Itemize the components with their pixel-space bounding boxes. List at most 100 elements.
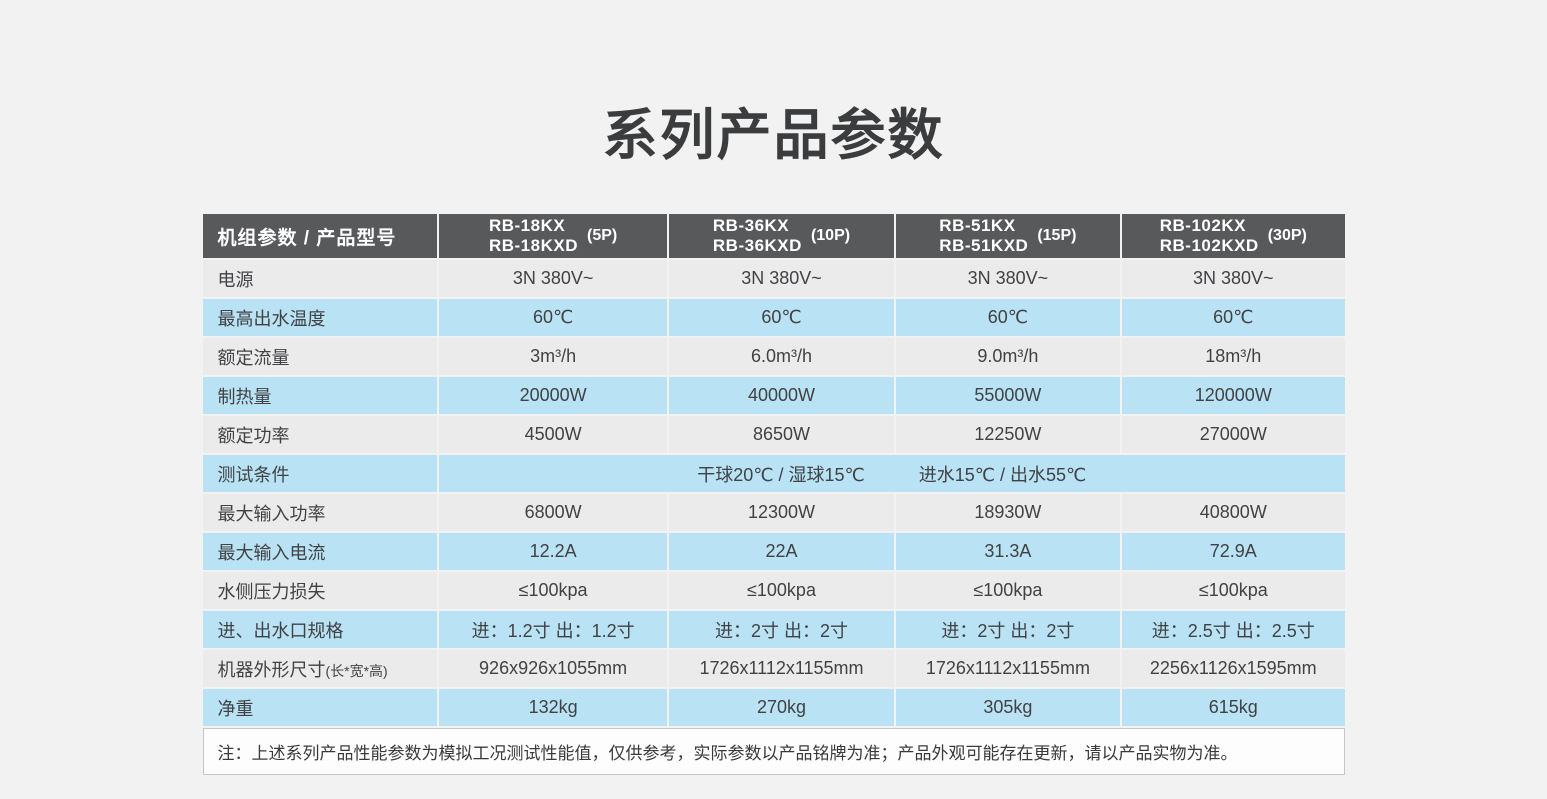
model-name-line2: RB-36KXD: [712, 236, 802, 255]
column-header-rb-36kx: RB-36KX RB-36KXD (10P): [669, 214, 894, 258]
row-dimensions: 机器外形尺寸(长*宽*高) 926x926x1055mm 1726x1112x1…: [202, 650, 1345, 687]
hp-label: (30P): [1267, 227, 1307, 244]
test-condition-air: 干球20℃ / 湿球15℃: [697, 464, 865, 485]
cell-value: 12.2A: [438, 533, 668, 570]
cell-value: 进：2.5寸 出：2.5寸: [1122, 611, 1345, 648]
cell-value: 2256x1126x1595mm: [1122, 650, 1345, 687]
row-power-supply: 电源 3N 380V~ 3N 380V~ 3N 380V~ 3N 380V~: [202, 260, 1345, 297]
row-max-input-power: 最大输入功率 6800W 12300W 18930W 40800W: [202, 494, 1345, 531]
row-label: 额定功率: [202, 416, 437, 453]
cell-value: 60℃: [1122, 299, 1345, 336]
row-label: 最高出水温度: [202, 299, 437, 336]
cell-value: 40000W: [669, 377, 894, 414]
model-name-line2: RB-51KXD: [939, 236, 1029, 255]
cell-value: 1726x1112x1155mm: [895, 650, 1121, 687]
cell-value: 4500W: [438, 416, 668, 453]
cell-value: 1726x1112x1155mm: [669, 650, 894, 687]
cell-value: 22A: [669, 533, 894, 570]
cell-value: 270kg: [669, 689, 894, 726]
cell-value: ≤100kpa: [895, 572, 1121, 609]
model-name-line2: RB-18KXD: [488, 236, 578, 255]
cell-value: 3N 380V~: [1122, 260, 1345, 297]
row-label: 测试条件: [202, 455, 437, 492]
column-header-rb-18kx: RB-18KX RB-18KXD (5P): [438, 214, 668, 258]
corner-header: 机组参数 / 产品型号: [202, 214, 437, 258]
row-label: 最大输入功率: [202, 494, 437, 531]
test-condition-water: 进水15℃ / 出水55℃: [918, 464, 1087, 485]
cell-value: 27000W: [1122, 416, 1345, 453]
row-label: 制热量: [202, 377, 437, 414]
cell-value: ≤100kpa: [438, 572, 668, 609]
cell-value: 12300W: [669, 494, 894, 531]
row-label-suffix: (长*宽*高): [325, 662, 388, 679]
model-name-line2: RB-102KXD: [1159, 236, 1259, 255]
cell-value: 18930W: [895, 494, 1121, 531]
row-label: 水侧压力损失: [202, 572, 437, 609]
row-net-weight: 净重 132kg 270kg 305kg 615kg: [202, 689, 1345, 726]
cell-value: 6800W: [438, 494, 668, 531]
cell-value: 55000W: [895, 377, 1121, 414]
table-header-row: 机组参数 / 产品型号 RB-18KX RB-18KXD (5P): [202, 214, 1345, 258]
cell-value: 12250W: [895, 416, 1121, 453]
content-area: 系列产品参数 机组参数 / 产品型号 RB-18KX RB-18KXD (5P): [201, 0, 1347, 775]
row-test-conditions: 测试条件 干球20℃ / 湿球15℃ 进水15℃ / 出水55℃: [202, 455, 1345, 492]
footnote: 注：上述系列产品性能参数为模拟工况测试性能值，仅供参考，实际参数以产品铭牌为准；…: [202, 728, 1345, 775]
cell-value: 18m³/h: [1122, 338, 1345, 375]
cell-value: 132kg: [438, 689, 668, 726]
cell-value: 20000W: [438, 377, 668, 414]
column-header-rb-102kx: RB-102KX RB-102KXD (30P): [1122, 214, 1345, 258]
cell-value: 60℃: [438, 299, 668, 336]
hp-label: (5P): [587, 227, 618, 244]
cell-value: 305kg: [895, 689, 1121, 726]
row-label: 最大输入电流: [202, 533, 437, 570]
cell-value: 72.9A: [1122, 533, 1345, 570]
row-heating-capacity: 制热量 20000W 40000W 55000W 120000W: [202, 377, 1345, 414]
hp-label: (10P): [810, 227, 851, 244]
cell-value: 31.3A: [895, 533, 1121, 570]
model-names: RB-36KX RB-36KXD: [713, 216, 802, 256]
cell-value: 120000W: [1122, 377, 1345, 414]
model-name-line1: RB-102KX: [1159, 215, 1246, 235]
page-title: 系列产品参数: [602, 104, 945, 166]
column-header-rb-51kx: RB-51KX RB-51KXD (15P): [895, 214, 1121, 258]
model-name-line1: RB-18KX: [488, 215, 566, 235]
cell-value: 8650W: [669, 416, 894, 453]
cell-value: 进：2寸 出：2寸: [895, 611, 1121, 648]
cell-value: 3N 380V~: [669, 260, 894, 297]
row-label: 净重: [202, 689, 437, 726]
cell-value: 60℃: [669, 299, 894, 336]
cell-value: 3N 380V~: [438, 260, 668, 297]
cell-value: 926x926x1055mm: [438, 650, 668, 687]
cell-value: ≤100kpa: [669, 572, 894, 609]
cell-value: 3N 380V~: [895, 260, 1121, 297]
row-inlet-outlet-size: 进、出水口规格 进：1.2寸 出：1.2寸 进：2寸 出：2寸 进：2寸 出：2…: [202, 611, 1345, 648]
model-name-line1: RB-51KX: [939, 215, 1016, 235]
cell-value: ≤100kpa: [1122, 572, 1345, 609]
cell-value: 40800W: [1122, 494, 1345, 531]
cell-value: 6.0m³/h: [669, 338, 894, 375]
hp-label: (15P): [1037, 227, 1077, 244]
cell-value: 9.0m³/h: [895, 338, 1121, 375]
row-label: 机器外形尺寸(长*宽*高): [202, 650, 437, 687]
row-water-side-pressure-loss: 水侧压力损失 ≤100kpa ≤100kpa ≤100kpa ≤100kpa: [202, 572, 1345, 609]
cell-value: 进：2寸 出：2寸: [669, 611, 894, 648]
row-max-outlet-water-temp: 最高出水温度 60℃ 60℃ 60℃ 60℃: [202, 299, 1345, 336]
row-rated-power: 额定功率 4500W 8650W 12250W 27000W: [202, 416, 1345, 453]
row-max-input-current: 最大输入电流 12.2A 22A 31.3A 72.9A: [202, 533, 1345, 570]
row-rated-flow: 额定流量 3m³/h 6.0m³/h 9.0m³/h 18m³/h: [202, 338, 1345, 375]
cell-value-span: 干球20℃ / 湿球15℃ 进水15℃ / 出水55℃: [438, 455, 1345, 492]
model-names: RB-51KX RB-51KXD: [939, 216, 1028, 256]
product-spec-table: 机组参数 / 产品型号 RB-18KX RB-18KXD (5P): [201, 212, 1347, 728]
footnote-text: 注：上述系列产品性能参数为模拟工况测试性能值，仅供参考，实际参数以产品铭牌为准；…: [217, 744, 1238, 763]
cell-value: 615kg: [1122, 689, 1345, 726]
row-label: 电源: [202, 260, 437, 297]
model-names: RB-102KX RB-102KXD: [1160, 216, 1259, 256]
model-name-line1: RB-36KX: [712, 215, 790, 235]
model-names: RB-18KX RB-18KXD: [489, 216, 578, 256]
cell-value: 进：1.2寸 出：1.2寸: [438, 611, 668, 648]
cell-value: 3m³/h: [438, 338, 668, 375]
row-label: 额定流量: [202, 338, 437, 375]
row-label: 进、出水口规格: [202, 611, 437, 648]
cell-value: 60℃: [895, 299, 1121, 336]
